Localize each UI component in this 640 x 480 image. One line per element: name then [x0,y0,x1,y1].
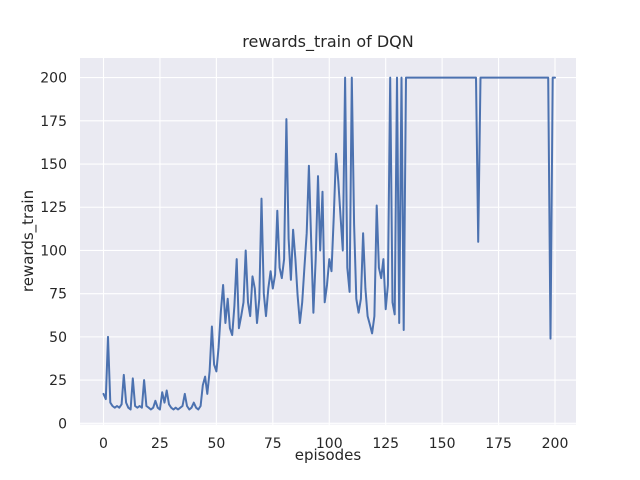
y-tick-label: 100 [40,243,67,259]
x-axis-label: episodes [294,446,362,464]
y-axis-label: rewards_train [19,189,37,293]
y-tick-label: 200 [40,71,67,87]
x-tick-label: 175 [485,436,512,452]
y-tick-label: 25 [49,373,67,389]
y-tick-label: 150 [40,157,67,173]
x-tick-label: 125 [372,436,399,452]
x-tick-label: 25 [151,436,169,452]
axes-background [80,58,576,425]
x-tick-label: 50 [207,436,225,452]
x-tick-label: 200 [542,436,569,452]
y-tick-label: 50 [49,330,67,346]
series-layer [102,76,556,411]
y-tick-label: 75 [49,287,67,303]
x-tick-labels: 0 25 50 75 100 125 150 175 200 [99,436,568,452]
y-tick-label: 125 [40,200,67,216]
gridlines [80,58,576,425]
chart-title: rewards_train of DQN [242,32,414,51]
x-tick-label: 0 [99,436,108,452]
y-tick-label: 175 [40,114,67,130]
y-tick-label: 0 [58,416,67,432]
x-tick-label: 150 [429,436,456,452]
x-tick-label: 100 [316,436,343,452]
reward-line [102,76,556,411]
x-tick-label: 75 [264,436,282,452]
y-tick-labels: 0 25 50 75 100 125 150 175 200 [40,71,67,433]
